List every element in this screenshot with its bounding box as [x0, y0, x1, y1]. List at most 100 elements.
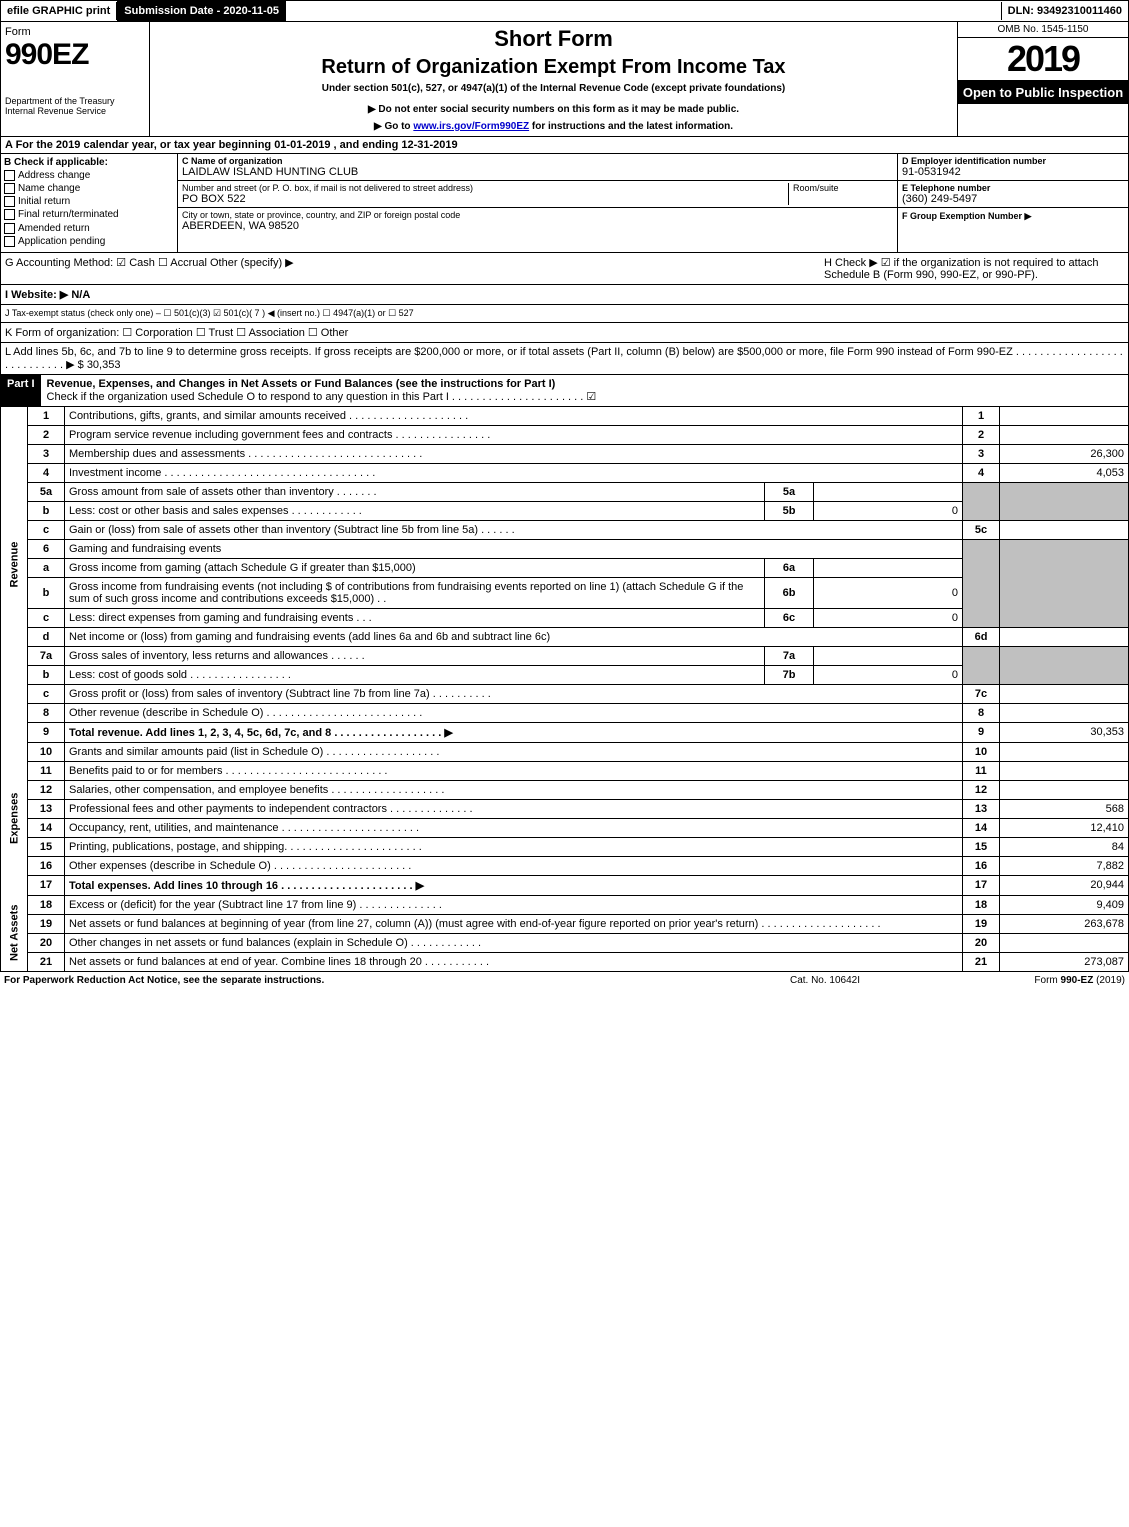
section-l: L Add lines 5b, 6c, and 7b to line 9 to … — [0, 343, 1129, 375]
line-7c-val — [1000, 684, 1129, 703]
line-7b-sv: 0 — [814, 665, 963, 684]
line-3-desc: Membership dues and assessments . . . . … — [65, 444, 963, 463]
line-2-desc: Program service revenue including govern… — [65, 425, 963, 444]
line-16: 16 Other expenses (describe in Schedule … — [1, 856, 1129, 875]
line-7c-rn: 7c — [963, 684, 1000, 703]
phone-cell: E Telephone number (360) 249-5497 — [898, 181, 1128, 208]
line-7a-sv — [814, 646, 963, 665]
line-5b: b Less: cost or other basis and sales ex… — [1, 501, 1129, 520]
line-15-num: 15 — [28, 837, 65, 856]
phone-value: (360) 249-5497 — [902, 193, 1124, 205]
check-amended-return[interactable]: Amended return — [4, 223, 174, 234]
dln-label: DLN: 93492310011460 — [1001, 2, 1128, 20]
line-5a-num: 5a — [28, 482, 65, 501]
line-1-num: 1 — [28, 407, 65, 426]
check-name-change-label: Name change — [18, 183, 80, 194]
line-2: 2 Program service revenue including gove… — [1, 425, 1129, 444]
efile-button[interactable]: efile GRAPHIC print — [1, 2, 117, 20]
street-row: Number and street (or P. O. box, if mail… — [178, 181, 897, 208]
line-5c: c Gain or (loss) from sale of assets oth… — [1, 520, 1129, 539]
line-6a: a Gross income from gaming (attach Sched… — [1, 558, 1129, 577]
line-1-desc: Contributions, gifts, grants, and simila… — [65, 407, 963, 426]
line-5c-val — [1000, 520, 1129, 539]
line-7a-sb: 7a — [765, 646, 814, 665]
line-6-num: 6 — [28, 539, 65, 558]
line-21-desc: Net assets or fund balances at end of ye… — [65, 952, 963, 971]
line-9-val: 30,353 — [1000, 722, 1129, 742]
line-14-rn: 14 — [963, 818, 1000, 837]
check-address-change[interactable]: Address change — [4, 170, 174, 181]
section-j: J Tax-exempt status (check only one) – ☐… — [0, 305, 1129, 323]
line-12: 12 Salaries, other compensation, and emp… — [1, 780, 1129, 799]
line-10-desc: Grants and similar amounts paid (list in… — [65, 742, 963, 761]
line-8-rn: 8 — [963, 703, 1000, 722]
line-2-val — [1000, 425, 1129, 444]
check-final-return[interactable]: Final return/terminated — [4, 209, 174, 220]
line-6c-sb: 6c — [765, 608, 814, 627]
line-7a-num: 7a — [28, 646, 65, 665]
line-2-rn: 2 — [963, 425, 1000, 444]
part-i-label: Part I — [1, 375, 41, 406]
line-4-desc: Investment income . . . . . . . . . . . … — [65, 463, 963, 482]
line-11-desc: Benefits paid to or for members . . . . … — [65, 761, 963, 780]
line-6c-sv: 0 — [814, 608, 963, 627]
line-7-grey — [963, 646, 1000, 684]
top-bar: efile GRAPHIC print Submission Date - 20… — [0, 0, 1129, 22]
check-name-change[interactable]: Name change — [4, 183, 174, 194]
line-20-rn: 20 — [963, 933, 1000, 952]
line-6b: b Gross income from fundraising events (… — [1, 577, 1129, 608]
line-13: 13 Professional fees and other payments … — [1, 799, 1129, 818]
line-5a-sv — [814, 482, 963, 501]
line-1: Revenue 1 Contributions, gifts, grants, … — [1, 407, 1129, 426]
line-8: 8 Other revenue (describe in Schedule O)… — [1, 703, 1129, 722]
line-7b-num: b — [28, 665, 65, 684]
line-16-rn: 16 — [963, 856, 1000, 875]
check-initial-return[interactable]: Initial return — [4, 196, 174, 207]
section-g: G Accounting Method: ☑ Cash ☐ Accrual Ot… — [5, 256, 824, 281]
line-16-num: 16 — [28, 856, 65, 875]
line-21-rn: 21 — [963, 952, 1000, 971]
line-6c: c Less: direct expenses from gaming and … — [1, 608, 1129, 627]
line-5c-rn: 5c — [963, 520, 1000, 539]
line-7b-desc: Less: cost of goods sold . . . . . . . .… — [65, 665, 765, 684]
footer-right: Form 990-EZ (2019) — [925, 975, 1125, 986]
line-5ab-grey — [963, 482, 1000, 520]
line-9-num: 9 — [28, 722, 65, 742]
line-7c-desc: Gross profit or (loss) from sales of inv… — [65, 684, 963, 703]
line-11-num: 11 — [28, 761, 65, 780]
line-4: 4 Investment income . . . . . . . . . . … — [1, 463, 1129, 482]
line-5c-desc: Gain or (loss) from sale of assets other… — [65, 520, 963, 539]
line-6d-num: d — [28, 627, 65, 646]
check-application-pending[interactable]: Application pending — [4, 236, 174, 247]
line-15-rn: 15 — [963, 837, 1000, 856]
check-address-change-label: Address change — [18, 170, 90, 181]
line-10-val — [1000, 742, 1129, 761]
line-7c: c Gross profit or (loss) from sales of i… — [1, 684, 1129, 703]
section-h: H Check ▶ ☑ if the organization is not r… — [824, 256, 1124, 281]
revenue-sidebar-end — [1, 722, 28, 742]
line-21-num: 21 — [28, 952, 65, 971]
footer-center: Cat. No. 10642I — [725, 975, 925, 986]
line-5c-num: c — [28, 520, 65, 539]
line-14-num: 14 — [28, 818, 65, 837]
goto-pre: ▶ Go to — [374, 121, 413, 132]
line-16-val: 7,882 — [1000, 856, 1129, 875]
line-11: 11 Benefits paid to or for members . . .… — [1, 761, 1129, 780]
submission-date-button[interactable]: Submission Date - 2020-11-05 — [117, 1, 286, 21]
line-5b-desc: Less: cost or other basis and sales expe… — [65, 501, 765, 520]
line-20-val — [1000, 933, 1129, 952]
line-3-val: 26,300 — [1000, 444, 1129, 463]
footer-left: For Paperwork Reduction Act Notice, see … — [4, 975, 725, 986]
check-amended-return-label: Amended return — [18, 223, 90, 234]
line-20-num: 20 — [28, 933, 65, 952]
line-2-num: 2 — [28, 425, 65, 444]
line-8-desc: Other revenue (describe in Schedule O) .… — [65, 703, 963, 722]
line-19: 19 Net assets or fund balances at beginn… — [1, 914, 1129, 933]
entity-box: B Check if applicable: Address change Na… — [0, 154, 1129, 253]
line-7-grey-val — [1000, 646, 1129, 684]
irs-link[interactable]: www.irs.gov/Form990EZ — [413, 121, 529, 132]
line-21-val: 273,087 — [1000, 952, 1129, 971]
footer-right-bold: 990-EZ — [1061, 975, 1094, 986]
line-6d-val — [1000, 627, 1129, 646]
line-10-rn: 10 — [963, 742, 1000, 761]
